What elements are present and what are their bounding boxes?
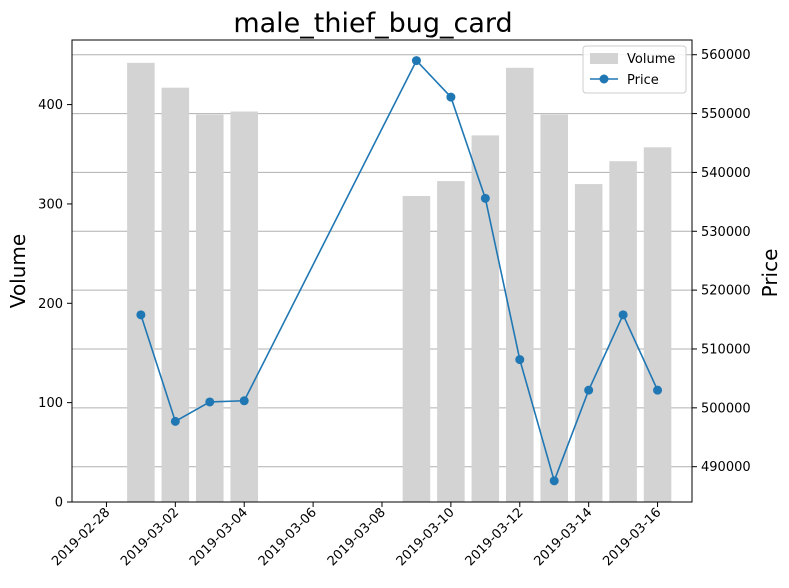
price-point [136,310,146,320]
x-tick-label: 2019-03-16 [600,505,664,569]
volume-bar [471,135,500,502]
x-tick-label: 2019-03-02 [118,505,182,569]
price-point [170,416,180,426]
x-axis: 2019-02-28 2019-03-02 2019-03-04 2019-03-06… [49,502,664,569]
y-axis-right-label: Price [758,249,782,298]
price-point [618,310,628,320]
y-axis-right: 490000 500000 510000 520000 530000 540000 5500… [692,48,751,475]
y-left-tick-label: 0 [55,496,63,511]
price-point [584,385,594,395]
x-tick-label: 2019-03-12 [463,505,527,569]
volume-bar [402,195,431,502]
x-tick-label: 2019-03-14 [531,505,595,569]
legend-price-label: Price [627,73,659,88]
y-left-tick-label: 300 [38,197,63,212]
price-point [446,92,456,102]
volume-bar [540,114,568,503]
price-point [239,396,249,406]
volume-bar [506,67,534,503]
price-series-line [140,59,659,484]
y-right-tick-label: 490000 [701,460,751,475]
x-tick-label: 2019-03-10 [394,505,458,569]
legend-volume-label: Volume [627,52,675,67]
legend-price-marker [599,74,609,84]
legend-volume-swatch [590,53,618,64]
price-line [136,56,663,486]
volume-bar [609,161,637,503]
x-tick-label: 2019-02-28 [49,505,113,569]
price-point [549,476,559,486]
price-point [653,385,663,395]
y-right-tick-label: 540000 [701,166,751,181]
x-tick-label: 2019-03-04 [187,505,251,569]
y-right-tick-label: 510000 [701,342,751,357]
legend: Volume Price [582,45,687,94]
price-point [411,56,421,66]
volume-bar [574,184,603,502]
volume-bar [437,181,465,503]
y-left-tick-label: 100 [38,396,63,411]
volume-bars [127,62,672,503]
volume-bar [127,62,155,502]
volume-bar [196,114,224,503]
y-right-tick-label: 520000 [701,284,751,299]
volume-bar [161,87,190,503]
x-tick-label: 2019-03-08 [325,505,389,569]
y-axis-left: 0 100 200 300 400 [38,98,72,511]
volume-bar [230,111,258,502]
y-right-tick-label: 550000 [701,107,751,122]
y-right-tick-label: 530000 [701,225,751,240]
price-point [515,355,525,365]
price-point [480,193,490,203]
y-axis-left-label: Volume [6,234,30,308]
volume-bar [643,147,672,502]
x-tick-label: 2019-03-06 [256,505,320,569]
y-left-tick-label: 200 [38,297,63,312]
y-left-tick-label: 400 [38,98,63,113]
y-right-tick-label: 560000 [701,48,751,63]
price-point [205,397,215,407]
chart-title: male_thief_bug_card [233,8,512,39]
y-right-tick-label: 500000 [701,401,751,416]
